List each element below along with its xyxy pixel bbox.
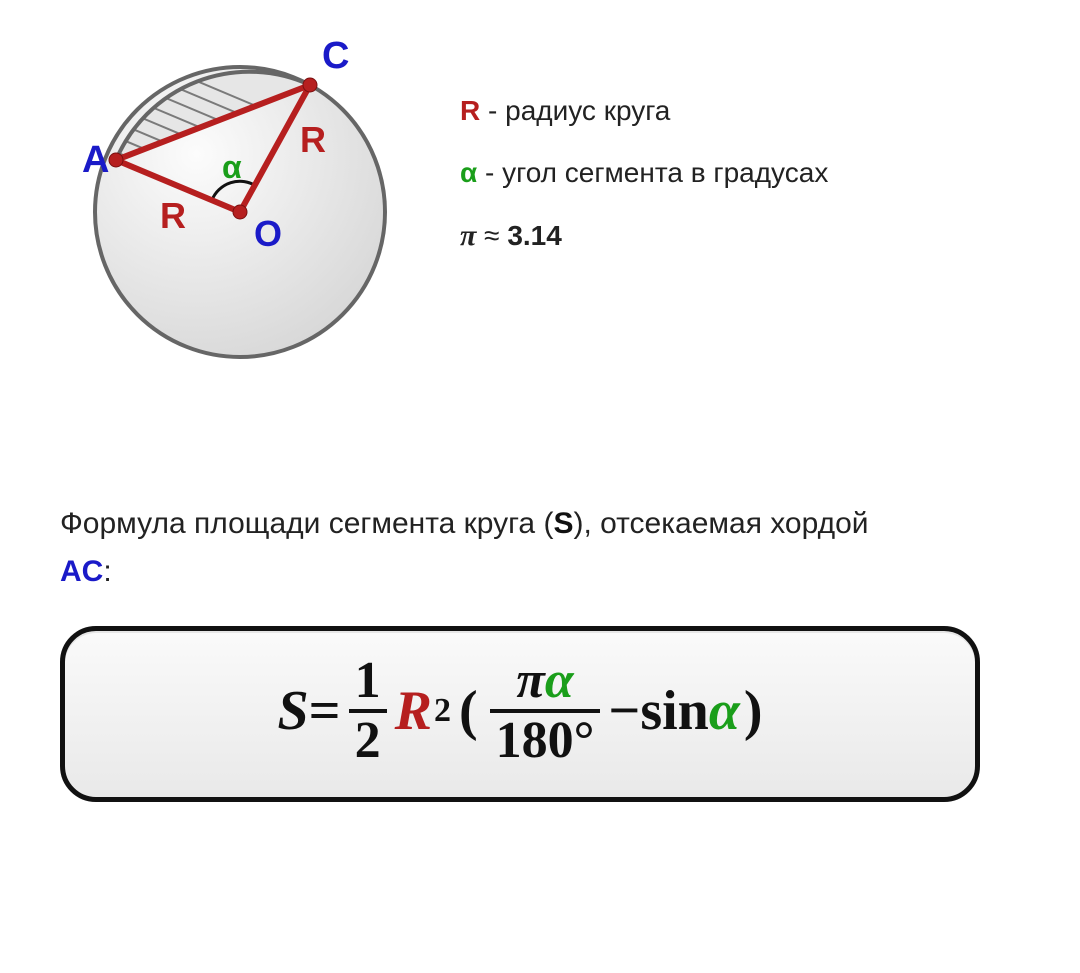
legend-pi-val: 3.14 bbox=[507, 220, 562, 251]
legend-pi-approx: ≈ bbox=[476, 220, 507, 251]
f-180: 180 bbox=[496, 712, 574, 769]
legend-R: R - радиус круга bbox=[460, 80, 828, 142]
legend-alpha-text: - угол сегмента в градусах bbox=[477, 157, 828, 188]
legend-R-text: - радиус круга bbox=[480, 95, 670, 126]
f-R: R bbox=[395, 679, 432, 743]
f-S: S bbox=[278, 679, 309, 743]
f-close: ) bbox=[744, 679, 763, 743]
circle-diagram: A C O R R α bbox=[60, 20, 420, 380]
page-root: A C O R R α R - радиус круга α - угол се… bbox=[0, 0, 1080, 862]
top-row: A C O R R α R - радиус круга α - угол се… bbox=[60, 20, 1040, 380]
f-pi: π bbox=[516, 652, 544, 709]
intro-S: S bbox=[553, 507, 573, 540]
f-eq: = bbox=[309, 679, 341, 743]
formula-box: S = 1 2 R2 ( πα 180° − sin α ) bbox=[60, 626, 980, 802]
f-main-frac: πα 180° bbox=[490, 653, 601, 769]
intro-part2: ), отсекаемая хордой bbox=[573, 507, 868, 540]
f-sin: sin bbox=[640, 679, 709, 743]
legend-alpha-sym: α bbox=[460, 157, 477, 188]
formula-intro: Формула площади сегмента круга (S), отсе… bbox=[60, 500, 1040, 596]
f-alpha2: α bbox=[709, 679, 740, 743]
f-half: 1 2 bbox=[349, 653, 387, 769]
intro-AC: AC bbox=[60, 555, 103, 588]
label-C: C bbox=[322, 35, 349, 77]
legend-pi: π ≈ 3.14 bbox=[460, 203, 828, 269]
f-half-den: 2 bbox=[349, 713, 387, 769]
f-frac-num: πα bbox=[510, 653, 579, 709]
formula: S = 1 2 R2 ( πα 180° − sin α ) bbox=[278, 653, 763, 769]
legend: R - радиус круга α - угол сегмента в гра… bbox=[460, 20, 828, 269]
f-sq: 2 bbox=[434, 692, 451, 730]
label-R-right: R bbox=[300, 119, 326, 160]
intro-part1: Формула площади сегмента круга ( bbox=[60, 507, 553, 540]
diagram-svg: A C O R R α bbox=[60, 20, 420, 380]
label-A: A bbox=[82, 139, 109, 181]
f-deg: ° bbox=[574, 712, 595, 769]
f-minus: − bbox=[608, 679, 640, 743]
f-alpha1: α bbox=[545, 652, 574, 709]
f-half-num: 1 bbox=[349, 653, 387, 709]
label-alpha: α bbox=[222, 149, 242, 185]
f-frac-den: 180° bbox=[490, 713, 601, 769]
legend-pi-sym: π bbox=[460, 219, 476, 252]
legend-alpha: α - угол сегмента в градусах bbox=[460, 142, 828, 204]
intro-colon: : bbox=[103, 555, 111, 588]
f-open: ( bbox=[459, 679, 478, 743]
label-O: O bbox=[254, 213, 282, 254]
label-R-left: R bbox=[160, 195, 186, 236]
legend-R-sym: R bbox=[460, 95, 480, 126]
